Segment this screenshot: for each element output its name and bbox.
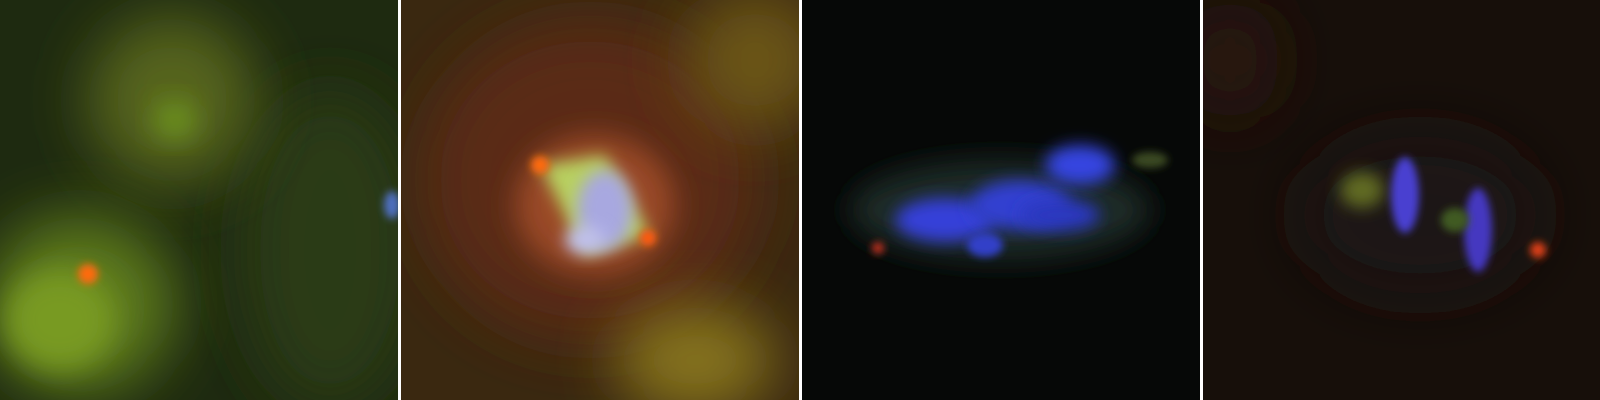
panel-3 bbox=[802, 0, 1200, 400]
panel-1 bbox=[0, 0, 398, 400]
panel-4 bbox=[1203, 0, 1600, 400]
panel-2 bbox=[401, 0, 799, 400]
